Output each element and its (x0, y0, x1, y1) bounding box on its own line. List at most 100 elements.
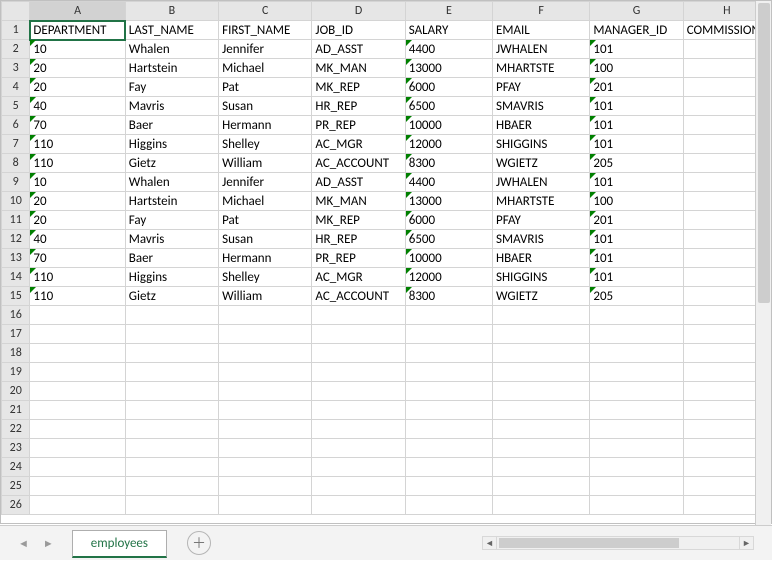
cell[interactable] (312, 382, 405, 401)
cell[interactable]: Shelley (219, 135, 312, 154)
cell[interactable]: PFAY (492, 78, 589, 97)
cell[interactable] (30, 401, 125, 420)
cell[interactable]: AD_ASST (312, 173, 405, 192)
cell[interactable] (219, 477, 312, 496)
cell[interactable] (30, 458, 125, 477)
cell[interactable] (405, 363, 492, 382)
cell[interactable]: William (219, 287, 312, 306)
cell[interactable] (312, 325, 405, 344)
cell[interactable] (30, 439, 125, 458)
cell[interactable] (30, 477, 125, 496)
cell[interactable]: JWHALEN (492, 40, 589, 59)
cell[interactable] (30, 420, 125, 439)
tab-nav-next-icon[interactable]: ► (43, 537, 54, 550)
cell[interactable] (492, 363, 589, 382)
cell[interactable] (590, 401, 683, 420)
cell[interactable]: FIRST_NAME (219, 21, 312, 40)
sheet-tab-active[interactable]: employees (72, 530, 167, 558)
cell[interactable]: 101 (590, 135, 683, 154)
row-header[interactable]: 19 (2, 363, 30, 382)
cell[interactable]: Jennifer (219, 173, 312, 192)
cell[interactable] (405, 420, 492, 439)
row-header[interactable]: 21 (2, 401, 30, 420)
cell[interactable]: 101 (590, 249, 683, 268)
cell[interactable]: 8300 (405, 154, 492, 173)
cell[interactable]: Hartstein (125, 192, 218, 211)
cell[interactable] (405, 496, 492, 515)
cell[interactable]: 6000 (405, 211, 492, 230)
cell[interactable]: Pat (219, 78, 312, 97)
row-header[interactable]: 7 (2, 135, 30, 154)
row-header[interactable]: 23 (2, 439, 30, 458)
cell[interactable]: Hermann (219, 249, 312, 268)
cell[interactable]: EMAIL (492, 21, 589, 40)
cell[interactable] (590, 382, 683, 401)
cell[interactable]: 110 (30, 268, 125, 287)
cell[interactable] (30, 325, 125, 344)
row-header[interactable]: 25 (2, 477, 30, 496)
cell[interactable]: 10 (30, 173, 125, 192)
row-header[interactable]: 1 (2, 21, 30, 40)
select-all-corner[interactable] (2, 2, 30, 21)
row-header[interactable]: 18 (2, 344, 30, 363)
cell[interactable] (219, 420, 312, 439)
cell[interactable]: 205 (590, 154, 683, 173)
cell[interactable]: MK_MAN (312, 192, 405, 211)
spreadsheet-grid[interactable]: A B C D E F G H 1DEPARTMENTLAST_NAMEFIRS… (0, 0, 772, 524)
cell[interactable]: HBAER (492, 116, 589, 135)
cell[interactable] (590, 344, 683, 363)
cell[interactable] (125, 420, 218, 439)
row-header[interactable]: 5 (2, 97, 30, 116)
cell[interactable]: 20 (30, 59, 125, 78)
cell[interactable] (405, 458, 492, 477)
cell[interactable]: 101 (590, 116, 683, 135)
cell[interactable] (125, 496, 218, 515)
cell[interactable] (590, 306, 683, 325)
cell[interactable]: 201 (590, 211, 683, 230)
cell[interactable]: HBAER (492, 249, 589, 268)
cell[interactable]: PR_REP (312, 249, 405, 268)
cell[interactable]: MK_REP (312, 211, 405, 230)
cell[interactable]: 101 (590, 40, 683, 59)
cell[interactable]: Michael (219, 192, 312, 211)
cell[interactable]: Pat (219, 211, 312, 230)
cell[interactable]: 110 (30, 135, 125, 154)
cell[interactable]: JOB_ID (312, 21, 405, 40)
cell[interactable]: Susan (219, 97, 312, 116)
cell[interactable]: WGIETZ (492, 154, 589, 173)
cell[interactable]: 20 (30, 78, 125, 97)
cell[interactable]: 10 (30, 40, 125, 59)
cell[interactable]: Baer (125, 249, 218, 268)
cell[interactable] (125, 477, 218, 496)
cell[interactable] (219, 439, 312, 458)
cell[interactable]: 12000 (405, 135, 492, 154)
row-header[interactable]: 20 (2, 382, 30, 401)
cell[interactable] (125, 458, 218, 477)
cell[interactable]: Shelley (219, 268, 312, 287)
cell[interactable]: 201 (590, 78, 683, 97)
cell[interactable]: 6500 (405, 230, 492, 249)
cell[interactable] (590, 363, 683, 382)
cell[interactable] (125, 401, 218, 420)
cell[interactable]: 4400 (405, 173, 492, 192)
cell[interactable] (312, 344, 405, 363)
scroll-left-icon[interactable]: ◄ (483, 537, 497, 549)
cell[interactable]: 13000 (405, 192, 492, 211)
cell[interactable]: MHARTSTE (492, 192, 589, 211)
cell[interactable] (405, 382, 492, 401)
cell[interactable]: Whalen (125, 40, 218, 59)
cell[interactable]: AC_ACCOUNT (312, 287, 405, 306)
cell[interactable] (125, 325, 218, 344)
row-header[interactable]: 24 (2, 458, 30, 477)
cell[interactable]: Hermann (219, 116, 312, 135)
cell[interactable]: Whalen (125, 173, 218, 192)
cell[interactable]: Hartstein (125, 59, 218, 78)
row-header[interactable]: 4 (2, 78, 30, 97)
cell[interactable]: MANAGER_ID (590, 21, 683, 40)
cell[interactable]: 205 (590, 287, 683, 306)
cell[interactable]: 10000 (405, 249, 492, 268)
cell[interactable]: 101 (590, 97, 683, 116)
cell[interactable] (492, 477, 589, 496)
cell[interactable]: Higgins (125, 135, 218, 154)
cell[interactable] (312, 439, 405, 458)
